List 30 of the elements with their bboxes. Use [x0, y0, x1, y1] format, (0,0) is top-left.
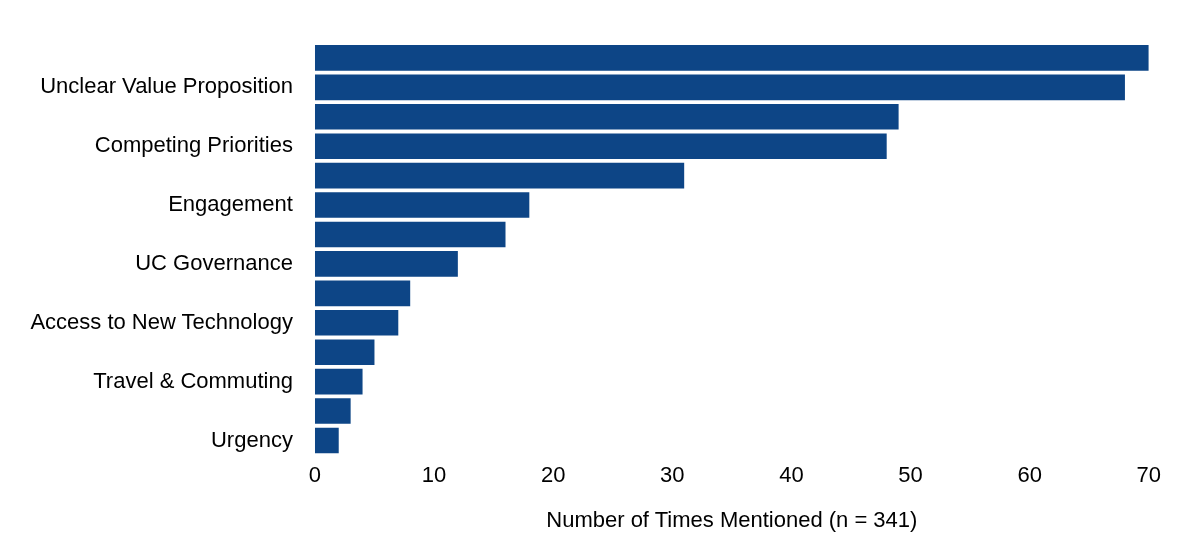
y-tick-label: Access to New Technology — [30, 308, 293, 334]
y-tick-label: Engagement — [168, 191, 293, 217]
bar — [314, 251, 458, 277]
y-tick-label: Competing Priorities — [94, 132, 293, 158]
x-tick-label: 0 — [308, 462, 322, 488]
bar — [314, 398, 351, 424]
y-tick-label: UC Governance — [135, 249, 293, 275]
x-tick-label: 20 — [540, 462, 566, 488]
bar — [314, 368, 363, 395]
x-tick-label: 50 — [898, 462, 923, 488]
bar — [314, 427, 339, 454]
bar — [314, 103, 899, 130]
bar — [314, 309, 399, 336]
y-tick-label: Urgency — [210, 426, 293, 452]
y-tick-label: Unclear Value Proposition — [40, 73, 293, 99]
y-tick-label: Travel & Commuting — [93, 367, 293, 393]
bar — [314, 74, 1125, 101]
bar — [314, 192, 530, 218]
x-tick-label: 10 — [421, 462, 447, 488]
bar — [314, 221, 506, 248]
bar — [314, 280, 411, 307]
bar — [314, 133, 887, 159]
x-tick-label: 70 — [1136, 462, 1162, 488]
bar — [314, 339, 375, 365]
bar — [314, 162, 685, 189]
x-tick-label: 30 — [660, 462, 685, 488]
x-tick-label: 60 — [1017, 462, 1042, 488]
x-axis-title: Number of Times Mentioned (n = 341) — [546, 506, 918, 532]
bar — [314, 45, 1149, 71]
x-tick-label: 40 — [779, 462, 804, 488]
